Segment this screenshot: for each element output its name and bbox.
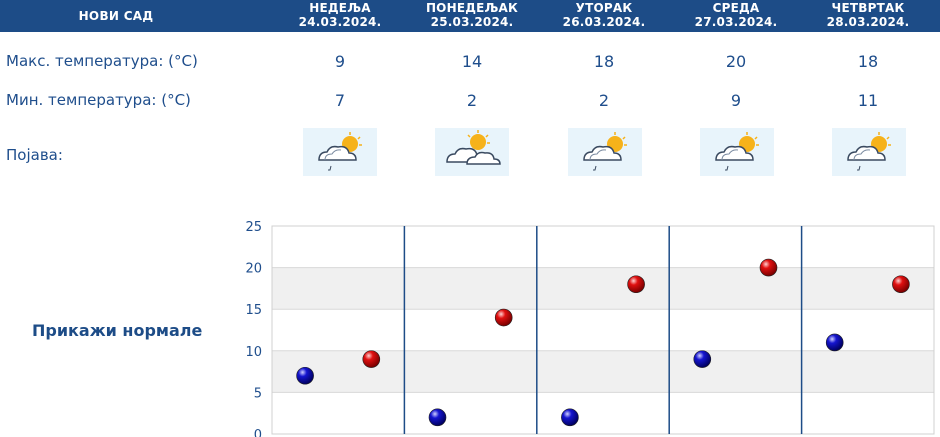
day-date: 26.03.2024.: [562, 15, 646, 29]
y-tick-label: 20: [245, 262, 262, 277]
day-name: ПОНЕДЕЉАК: [425, 1, 519, 15]
day-name: УТОРАК: [575, 1, 633, 15]
max-temp-value: 18: [857, 52, 879, 71]
show-normals-link[interactable]: Прикажи нормале: [32, 321, 203, 340]
day-name: НЕДЕЉА: [309, 1, 371, 15]
cloud-sun-icon: [435, 128, 509, 176]
max-temp-value: 18: [593, 52, 615, 71]
y-tick-label: 25: [245, 220, 262, 235]
grid-band: [272, 267, 934, 310]
max-temp-label: Макс. температура: (°C): [6, 52, 198, 70]
cloud-sun-light-rain-icon: [568, 128, 642, 176]
max-temp-point: [494, 308, 513, 327]
max-temp-value: 9: [334, 52, 346, 71]
min-temp-value: 2: [466, 91, 478, 110]
max-temp-value: 20: [725, 52, 747, 71]
day-header-1: НЕДЕЉА 24.03.2024.: [274, 1, 406, 29]
y-tick-label: 5: [254, 386, 262, 401]
min-temp-value: 11: [857, 91, 879, 110]
cloud-sun-light-rain-icon: [303, 128, 377, 176]
grid-band: [272, 350, 934, 393]
day-header-5: ЧЕТВРТАК 28.03.2024.: [802, 1, 934, 29]
min-temp-value: 2: [598, 91, 610, 110]
min-temp-point: [693, 350, 712, 368]
phenomenon-label: Појава:: [6, 146, 63, 164]
min-temp-label: Мин. температура: (°C): [6, 91, 191, 109]
max-temp-point: [627, 275, 645, 294]
max-temp-point: [892, 275, 910, 294]
day-date: 28.03.2024.: [826, 15, 910, 29]
min-temp-value: 7: [334, 91, 346, 110]
min-temp-point: [296, 366, 314, 385]
day-header-2: ПОНЕДЕЉАК 25.03.2024.: [406, 1, 538, 29]
y-tick-label: 15: [245, 303, 262, 318]
day-header-3: УТОРАК 26.03.2024.: [538, 1, 670, 29]
max-temp-point: [759, 258, 778, 277]
cloud-sun-light-rain-icon: [832, 128, 906, 176]
day-header-4: СРЕДА 27.03.2024.: [670, 1, 802, 29]
min-temp-value: 9: [730, 91, 742, 110]
y-tick-label: 10: [245, 345, 262, 360]
day-date: 24.03.2024.: [298, 15, 382, 29]
day-date: 27.03.2024.: [694, 15, 778, 29]
max-temp-point: [362, 350, 381, 368]
city-name: НОВИ САД: [78, 9, 154, 23]
day-date: 25.03.2024.: [430, 15, 514, 29]
cloud-sun-light-rain-icon: [700, 128, 774, 176]
min-temp-point: [428, 408, 447, 427]
y-tick-label: 0: [254, 428, 262, 437]
day-name: ЧЕТВРТАК: [831, 1, 905, 15]
min-temp-point: [561, 408, 579, 427]
day-name: СРЕДА: [712, 1, 760, 15]
forecast-header: НОВИ САД НЕДЕЉА 24.03.2024. ПОНЕДЕЉАК 25…: [0, 0, 940, 32]
plot-frame: [271, 225, 935, 435]
max-temp-value: 14: [461, 52, 483, 71]
min-temp-point: [825, 333, 844, 352]
